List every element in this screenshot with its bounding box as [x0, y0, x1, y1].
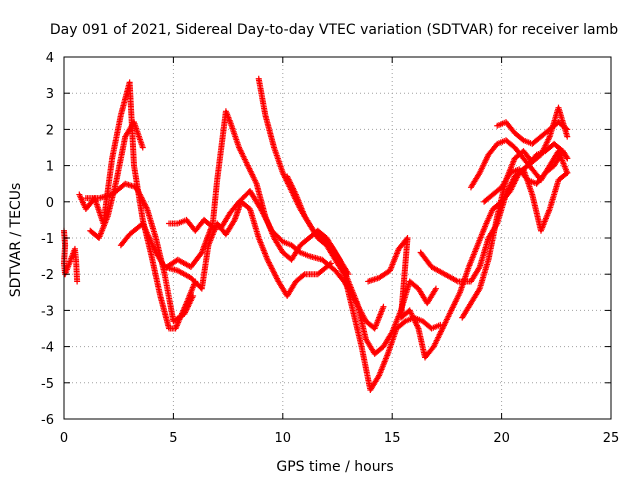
series-track-a: [76, 79, 199, 332]
series-track-m: [481, 148, 571, 205]
y-tick-label: 1: [46, 160, 54, 175]
series-track-j: [417, 166, 571, 285]
x-tick-label: 10: [275, 431, 292, 446]
y-tick-label: 3: [46, 87, 54, 102]
y-tick-label: 2: [46, 123, 54, 138]
series-track-f: [163, 108, 352, 278]
grid-lines: [64, 57, 611, 419]
series-marks: [117, 198, 334, 299]
series-track-n: [494, 119, 571, 147]
series-marks: [284, 173, 439, 357]
series-marks: [459, 104, 571, 321]
series-marks: [255, 75, 444, 394]
y-tick-label: 0: [46, 196, 54, 211]
series-marks: [481, 148, 571, 205]
data-series: [61, 75, 571, 394]
y-tick-label: -5: [41, 377, 54, 392]
series-track-b: [87, 119, 146, 241]
chart-title: Day 091 of 2021, Sidereal Day-to-day VTE…: [50, 22, 618, 38]
y-tick-label: -3: [41, 304, 54, 319]
series-track-d: [117, 198, 334, 299]
series-marks: [76, 79, 199, 332]
x-tick-label: 20: [493, 431, 510, 446]
series-track-k: [459, 104, 571, 321]
axis-ticks: 0 5 10 15 20 25 -6 -5 -4 -3 -2 -1 0 1 2 3 4: [41, 51, 619, 446]
y-tick-label: -6: [41, 413, 54, 428]
series-track-g: [255, 75, 444, 394]
x-tick-label: 25: [603, 431, 620, 446]
series-track-h: [284, 173, 439, 357]
series-marks: [163, 108, 352, 278]
x-tick-label: 5: [169, 431, 177, 446]
y-tick-label: 4: [46, 51, 54, 66]
series-marks: [417, 166, 571, 285]
y-tick-label: -4: [41, 341, 54, 356]
series-marks: [87, 119, 146, 241]
x-axis-label: GPS time / hours: [276, 459, 393, 475]
y-tick-label: -1: [41, 232, 54, 247]
y-tick-label: -2: [41, 268, 54, 283]
series-marks: [494, 119, 571, 147]
y-axis-label: SDTVAR / TECUs: [8, 183, 24, 298]
x-tick-label: 15: [384, 431, 401, 446]
x-tick-label: 0: [60, 431, 68, 446]
